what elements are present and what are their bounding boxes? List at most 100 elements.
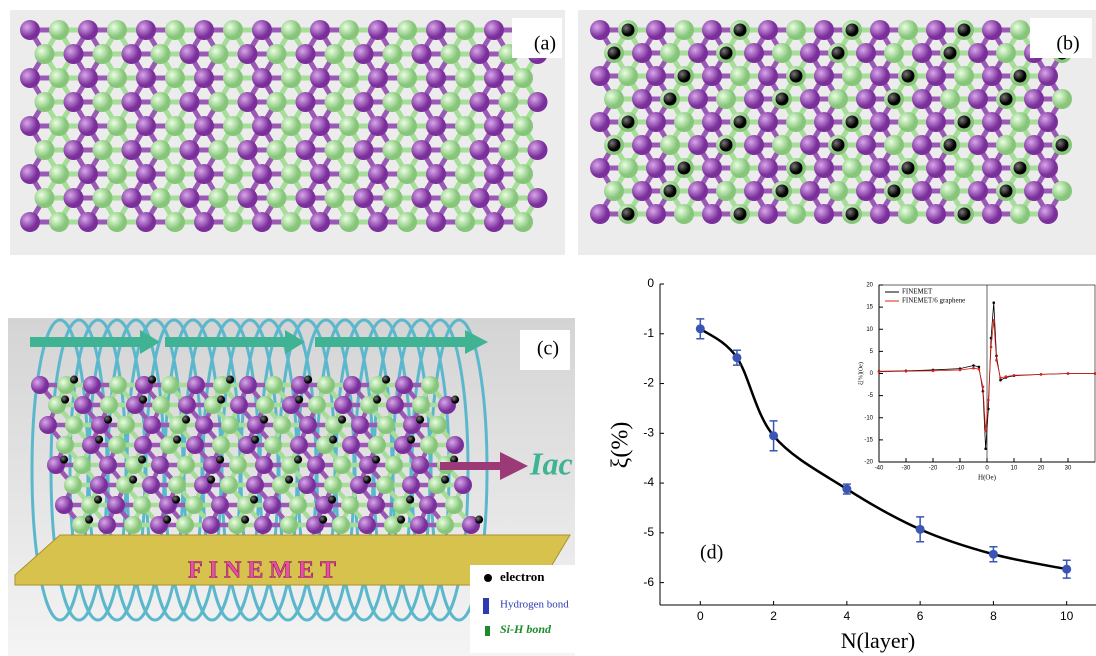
atom xyxy=(223,68,243,88)
atom xyxy=(368,436,386,454)
electron xyxy=(148,375,157,384)
current-label: Iac xyxy=(529,445,573,481)
atom xyxy=(165,164,185,184)
x-tick-label: 2 xyxy=(770,609,777,623)
atom xyxy=(280,516,298,534)
atom xyxy=(358,516,376,534)
y-tick-label: -5 xyxy=(643,525,654,539)
atom xyxy=(208,188,229,208)
electron xyxy=(677,69,691,83)
electron xyxy=(319,515,328,524)
panel-label: (c) xyxy=(537,338,559,360)
atom xyxy=(307,456,325,474)
atom xyxy=(411,140,432,160)
electron xyxy=(217,395,226,404)
atom xyxy=(20,68,40,88)
atom xyxy=(674,204,694,224)
atom xyxy=(341,496,359,514)
electron xyxy=(663,184,677,198)
point xyxy=(972,364,975,367)
atom xyxy=(34,188,55,208)
electron xyxy=(304,375,313,384)
atom xyxy=(856,89,876,109)
x-tick-label: 8 xyxy=(990,609,997,623)
atom xyxy=(397,68,417,88)
electron xyxy=(172,495,181,504)
electron xyxy=(397,515,406,524)
atom xyxy=(49,68,69,88)
atom xyxy=(34,140,55,160)
atom xyxy=(133,496,151,514)
atom xyxy=(229,456,247,474)
atom xyxy=(92,92,113,112)
atom xyxy=(202,516,220,534)
atom xyxy=(377,416,395,434)
atom xyxy=(632,181,652,201)
atom xyxy=(220,476,238,494)
electron xyxy=(999,184,1013,198)
atom xyxy=(411,92,432,112)
atom xyxy=(78,68,98,88)
atom xyxy=(353,44,374,64)
atom xyxy=(208,140,229,160)
atom xyxy=(382,188,403,208)
atom xyxy=(208,44,229,64)
atom xyxy=(289,496,307,514)
atom xyxy=(454,476,472,494)
atom xyxy=(674,112,694,132)
atom xyxy=(107,68,127,88)
atom xyxy=(310,116,330,136)
plate xyxy=(14,534,571,586)
atom xyxy=(212,436,230,454)
atom xyxy=(455,20,475,40)
atom xyxy=(484,212,504,232)
atom xyxy=(324,44,345,64)
atom xyxy=(187,376,205,394)
y-axis-label: ξ[%](Oe) xyxy=(857,362,864,385)
atom xyxy=(702,204,722,224)
atom xyxy=(152,396,170,414)
atom xyxy=(179,188,200,208)
atom xyxy=(426,68,446,88)
atom xyxy=(239,376,257,394)
atom xyxy=(527,92,548,112)
atom xyxy=(90,476,108,494)
atom xyxy=(590,112,610,132)
atom xyxy=(63,140,84,160)
electron xyxy=(789,69,803,83)
atom xyxy=(1038,66,1058,86)
atom xyxy=(150,92,171,112)
atom xyxy=(310,68,330,88)
electron xyxy=(1055,138,1069,152)
atom xyxy=(1038,112,1058,132)
y-tick-label: -6 xyxy=(643,575,654,589)
atom xyxy=(252,68,272,88)
atom xyxy=(800,43,820,63)
electron xyxy=(285,475,294,484)
atom xyxy=(195,416,213,434)
y-tick-label: -3 xyxy=(643,425,654,439)
point xyxy=(1093,372,1096,375)
atom xyxy=(385,456,403,474)
electron xyxy=(294,455,303,464)
electron xyxy=(621,207,635,221)
atom xyxy=(397,116,417,136)
atom xyxy=(295,44,316,64)
atom xyxy=(1010,204,1030,224)
y-tick-label: -15 xyxy=(864,437,873,443)
atom xyxy=(281,212,301,232)
atom xyxy=(870,112,890,132)
atom xyxy=(31,376,49,394)
atom xyxy=(386,396,404,414)
atom xyxy=(455,212,475,232)
atom xyxy=(660,43,680,63)
y-tick-label: 20 xyxy=(866,283,873,289)
atom xyxy=(954,158,974,178)
atom xyxy=(339,20,359,40)
atom xyxy=(940,181,960,201)
point xyxy=(981,385,985,389)
atom xyxy=(527,188,548,208)
point xyxy=(999,376,1002,380)
atom xyxy=(136,164,156,184)
